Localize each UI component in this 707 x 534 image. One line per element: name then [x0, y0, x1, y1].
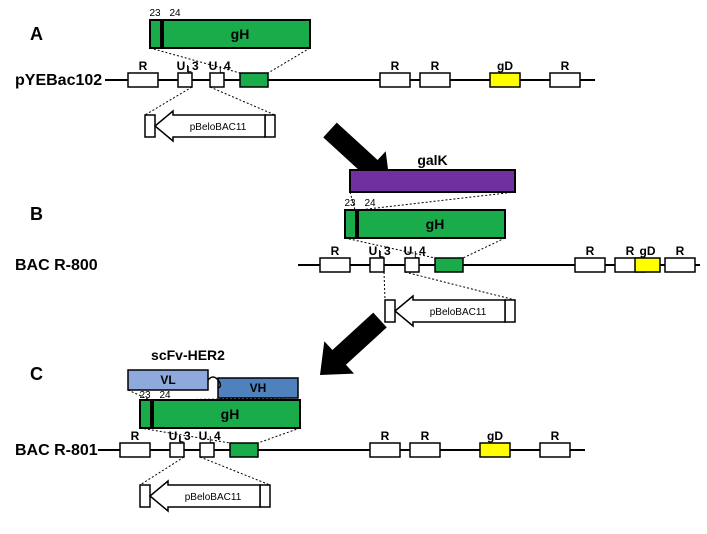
- svg-text:R: R: [421, 429, 430, 443]
- svg-text:gH: gH: [231, 26, 250, 42]
- recombination-diagram: ApYEBac102gH2324RRRRULgDUL3UL4pBeloBAC11…: [0, 0, 707, 534]
- svg-text:4: 4: [224, 59, 231, 73]
- svg-text:VH: VH: [250, 381, 267, 395]
- svg-text:R: R: [431, 59, 440, 73]
- svg-text:A: A: [30, 24, 43, 44]
- svg-text:U: U: [369, 244, 378, 258]
- svg-text:3: 3: [384, 244, 391, 258]
- svg-text:VL: VL: [160, 373, 175, 387]
- svg-text:U: U: [177, 59, 186, 73]
- svg-text:24: 24: [169, 8, 181, 19]
- svg-text:pBeloBAC11: pBeloBAC11: [185, 492, 242, 503]
- svg-text:3: 3: [184, 429, 191, 443]
- svg-text:R: R: [139, 59, 148, 73]
- svg-text:R: R: [391, 59, 400, 73]
- svg-text:R: R: [131, 429, 140, 443]
- svg-text:B: B: [30, 204, 43, 224]
- svg-text:23: 23: [149, 8, 161, 19]
- svg-text:U: U: [199, 429, 208, 443]
- svg-text:gD: gD: [640, 244, 656, 258]
- svg-text:scFv-HER2: scFv-HER2: [151, 347, 225, 363]
- svg-text:pBeloBAC11: pBeloBAC11: [430, 307, 487, 318]
- svg-text:gD: gD: [497, 59, 513, 73]
- svg-text:R: R: [561, 59, 570, 73]
- svg-text:pBeloBAC11: pBeloBAC11: [190, 122, 247, 133]
- svg-text:U: U: [169, 429, 178, 443]
- svg-text:R: R: [626, 244, 635, 258]
- svg-text:galK: galK: [417, 152, 447, 168]
- svg-text:R: R: [381, 429, 390, 443]
- svg-text:C: C: [30, 364, 43, 384]
- svg-text:4: 4: [214, 429, 221, 443]
- svg-text:gD: gD: [487, 429, 503, 443]
- svg-text:U: U: [404, 244, 413, 258]
- svg-text:gH: gH: [221, 406, 240, 422]
- svg-text:R: R: [676, 244, 685, 258]
- svg-text:BAC R-801: BAC R-801: [15, 442, 98, 459]
- svg-text:R: R: [551, 429, 560, 443]
- svg-text:24: 24: [364, 198, 376, 209]
- svg-text:pYEBac102: pYEBac102: [15, 72, 102, 89]
- svg-text:gH: gH: [426, 216, 445, 232]
- svg-text:23: 23: [344, 198, 356, 209]
- svg-text:BAC R-800: BAC R-800: [15, 257, 98, 274]
- svg-text:R: R: [586, 244, 595, 258]
- svg-text:23: 23: [139, 390, 151, 401]
- svg-text:U: U: [209, 59, 218, 73]
- svg-text:R: R: [331, 244, 340, 258]
- svg-text:3: 3: [192, 59, 199, 73]
- svg-text:4: 4: [419, 244, 426, 258]
